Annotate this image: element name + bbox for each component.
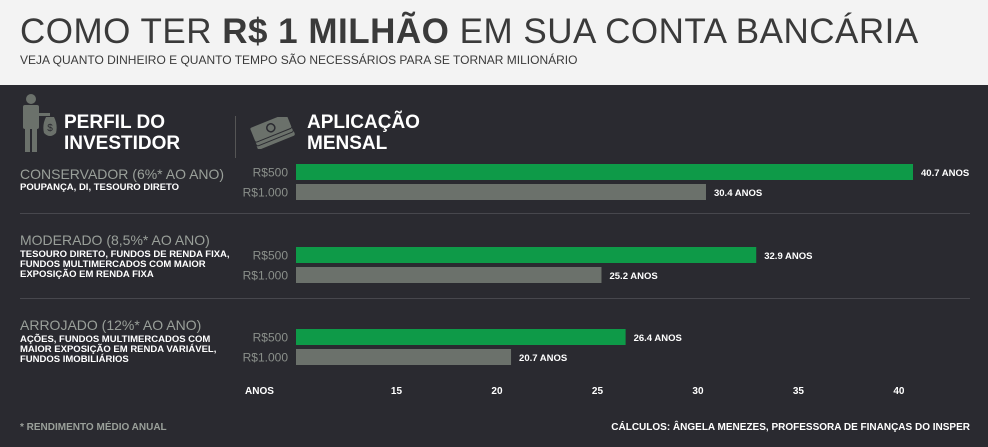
bar — [296, 267, 602, 283]
profile-name-moderate: MODERADO (8,5%* AO ANO) — [20, 232, 210, 248]
footnote: * RENDIMENTO MÉDIO ANUAL — [20, 422, 167, 433]
series-label: R$500 — [253, 166, 289, 180]
series-label: R$500 — [253, 331, 289, 345]
page-title: COMO TER R$ 1 MILHÃO EM SUA CONTA BANCÁR… — [20, 12, 919, 51]
data-label: 20.7 ANOS — [519, 353, 567, 364]
tick-label: 25 — [592, 386, 604, 397]
tick-label: 40 — [893, 386, 905, 397]
tick-label: 15 — [391, 386, 403, 397]
profile-column-heading: PERFIL DO INVESTIDOR — [64, 112, 181, 154]
divider — [20, 298, 970, 299]
series-label: R$1.000 — [243, 269, 289, 283]
bar — [296, 329, 626, 345]
profile-desc-conservative: POUPANÇA, DI, TESOURO DIRETO — [20, 182, 180, 193]
chart-panel — [0, 85, 988, 447]
credit: CÁLCULOS: ÂNGELA MENEZES, PROFESSORA DE … — [611, 422, 970, 433]
person-money-bag-icon: $ — [23, 94, 57, 152]
page-subtitle: VEJA QUANTO DINHEIRO E QUANTO TEMPO SÃO … — [20, 53, 578, 67]
data-label: 40.7 ANOS — [921, 168, 969, 179]
header — [0, 0, 988, 85]
data-label: 25.2 ANOS — [609, 271, 657, 282]
data-label: 32.9 ANOS — [764, 251, 812, 262]
profile-desc-aggressive: AÇÕES, FUNDOS MULTIMERCADOS COM MAIOR EX… — [20, 334, 217, 365]
money-stack-icon — [249, 117, 295, 149]
axis-label: ANOS — [245, 386, 274, 397]
divider — [20, 213, 970, 214]
profile-name-aggressive: ARROJADO (12%* AO ANO) — [20, 317, 202, 333]
profile-desc-moderate: TESOURO DIRETO, FUNDOS DE RENDA FIXA, FU… — [20, 249, 230, 280]
monthly-column-heading: APLICAÇÃO MENSAL — [307, 112, 420, 154]
tick-label: 20 — [491, 386, 503, 397]
data-label: 26.4 ANOS — [634, 333, 682, 344]
tick-label: 30 — [692, 386, 704, 397]
series-label: R$500 — [253, 249, 289, 263]
data-label: 30.4 ANOS — [714, 188, 762, 199]
series-label: R$1.000 — [243, 186, 289, 200]
bar — [296, 247, 757, 263]
bar — [296, 184, 706, 200]
bar — [296, 349, 512, 365]
profile-name-conservative: CONSERVADOR (6%* AO ANO) — [20, 166, 225, 182]
series-label: R$1.000 — [243, 351, 289, 365]
svg-text:$: $ — [47, 123, 53, 134]
tick-label: 35 — [793, 386, 805, 397]
column-divider — [235, 116, 236, 158]
bar — [296, 164, 913, 180]
